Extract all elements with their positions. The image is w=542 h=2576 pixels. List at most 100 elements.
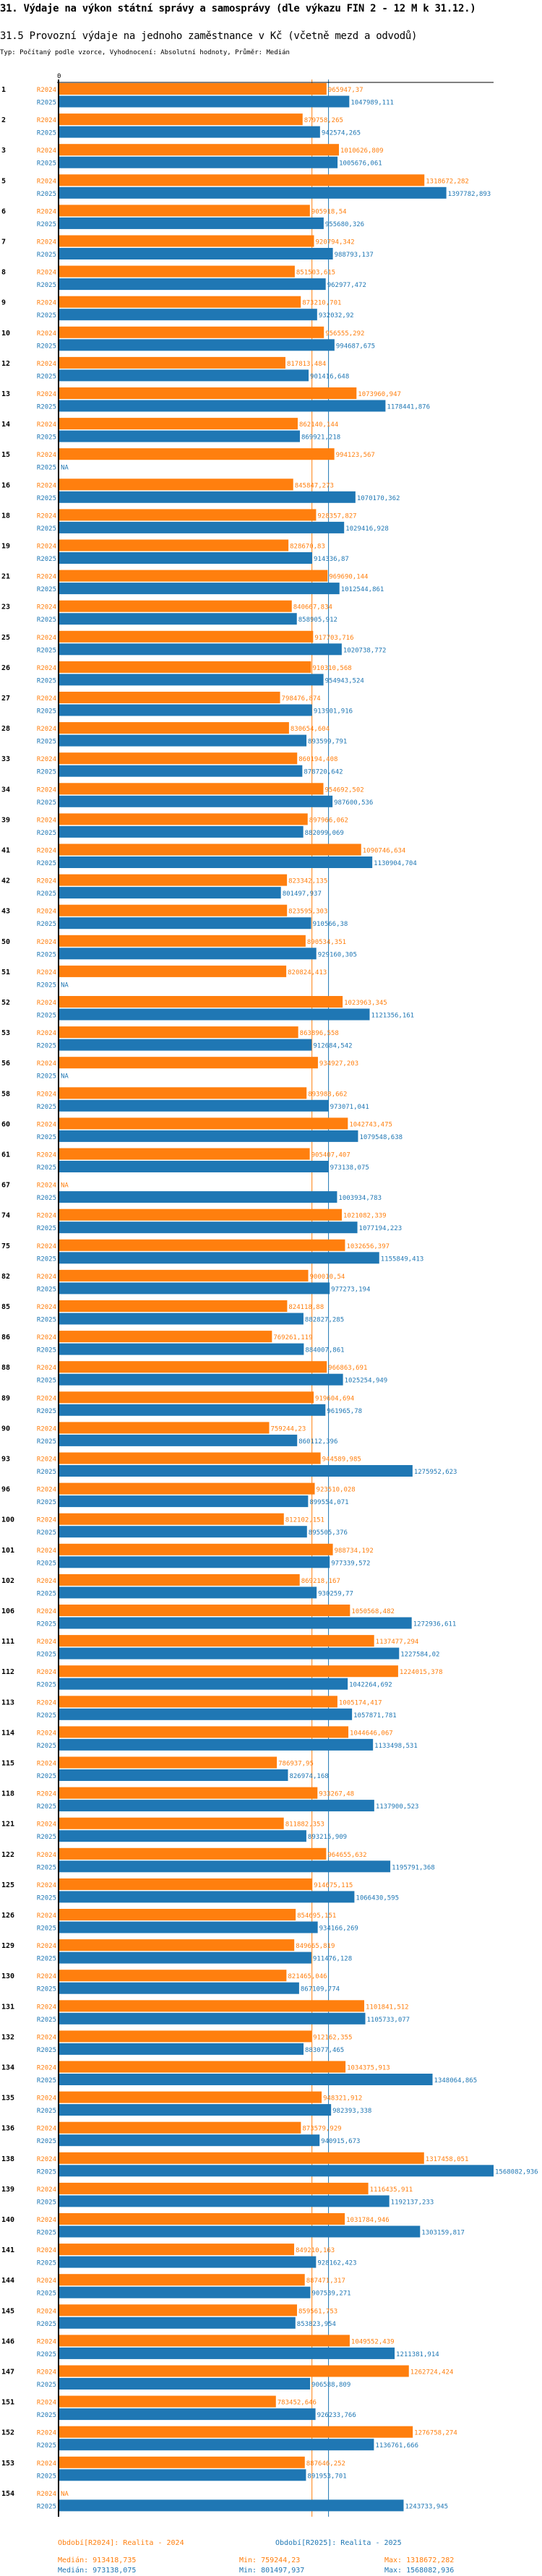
value-label: 926233,766 <box>317 2412 356 2419</box>
bar-r2025 <box>59 856 373 868</box>
series-label-r2024: R2024 <box>37 1791 56 1798</box>
value-label: 1137477,294 <box>376 1639 419 1646</box>
value-label: 869218,167 <box>301 1578 340 1585</box>
bar-group: 74 R2024 1021082,339 R2025 1077194,223 <box>1 1208 403 1234</box>
value-label: 907539,271 <box>311 2291 350 2298</box>
bar-r2025 <box>59 217 324 229</box>
series-label-r2025: R2025 <box>37 1529 56 1537</box>
value-label: 966863,691 <box>328 1365 367 1372</box>
series-label-r2025: R2025 <box>37 1773 56 1780</box>
value-label: 811882,353 <box>285 1821 324 1829</box>
bar-r2025 <box>59 1252 379 1264</box>
value-label: 965947,37 <box>328 87 364 94</box>
bar-r2025 <box>59 2165 494 2177</box>
bar-group: 13 R2024 1073960,947 R2025 1178441,876 <box>1 387 430 412</box>
category-label: 93 <box>1 1456 10 1464</box>
series-label-r2025: R2025 <box>37 1743 56 1750</box>
series-label-r2025: R2025 <box>37 1408 56 1415</box>
value-label: 1057871,781 <box>353 1712 397 1720</box>
bar-r2024 <box>59 1269 309 1281</box>
series-label-r2025: R2025 <box>37 1225 56 1232</box>
bar-r2025 <box>59 1222 358 1234</box>
value-label: 882099,069 <box>305 830 344 837</box>
value-label: 1136761,666 <box>375 2442 418 2450</box>
series-label-r2024: R2024 <box>37 2095 56 2103</box>
bar-r2025 <box>59 1860 391 1873</box>
bar-group: 12 R2024 817813,484 R2025 901416,648 <box>1 356 349 382</box>
bar-r2025 <box>59 1738 374 1751</box>
bar-r2024 <box>59 1331 272 1343</box>
bar-r2024 <box>59 570 328 582</box>
series-label-r2024: R2024 <box>37 1487 56 1494</box>
value-label: 1195791,368 <box>392 1864 435 1871</box>
bar-group: 85 R2024 824118,88 R2025 882827,285 <box>1 1300 344 1325</box>
series-label-r2025: R2025 <box>37 1894 56 1902</box>
value-label: 1023963,345 <box>344 1000 387 1007</box>
bar-group: 5 R2024 1318672,282 R2025 1397782,893 <box>1 174 491 199</box>
value-label: 1130904,704 <box>374 860 417 867</box>
bar-r2025 <box>59 1982 299 1994</box>
category-label: 74 <box>1 1212 10 1220</box>
series-label-r2024: R2024 <box>37 2369 56 2377</box>
series-label-r2025: R2025 <box>37 1621 56 1628</box>
category-label: 118 <box>1 1790 14 1798</box>
series-label-r2024: R2024 <box>37 909 56 916</box>
value-label: 1003934,783 <box>338 1195 382 1202</box>
value-label: 882827,285 <box>305 1317 344 1324</box>
value-label: 893599,791 <box>308 739 347 746</box>
bar-r2024 <box>59 1482 315 1495</box>
category-label: 2 <box>1 116 6 124</box>
bar-r2024 <box>59 965 287 977</box>
na-label: NA <box>61 1182 69 1190</box>
value-label: 860194,408 <box>298 756 337 763</box>
category-label: 88 <box>1 1364 10 1372</box>
series-label-r2025: R2025 <box>37 982 56 989</box>
series-label-r2025: R2025 <box>37 191 56 198</box>
value-label: 867109,774 <box>301 1986 340 1993</box>
bar-r2025 <box>59 734 307 747</box>
series-label-r2025: R2025 <box>37 1864 56 1871</box>
value-label: 1079548,638 <box>359 1134 403 1141</box>
bar-r2025 <box>59 156 338 168</box>
bar-r2025 <box>59 2074 433 2085</box>
category-label: 96 <box>1 1486 10 1494</box>
value-label: 820824,413 <box>288 969 327 976</box>
bar-r2024 <box>59 752 298 765</box>
category-label: 151 <box>1 2399 14 2407</box>
category-label: 9 <box>1 299 6 307</box>
series-label-r2024: R2024 <box>37 300 56 307</box>
series-label-r2025: R2025 <box>37 1013 56 1020</box>
bar-r2025 <box>59 400 386 412</box>
value-label: 1077194,223 <box>359 1225 403 1232</box>
bar-group: 7 R2024 920794,342 R2025 988793,137 <box>1 235 374 259</box>
bar-group: 136 R2024 873579,929 R2025 940915,673 <box>1 2121 360 2147</box>
value-label: 942574,265 <box>322 130 361 137</box>
bar-r2025 <box>59 1343 304 1355</box>
bar-r2025 <box>59 430 300 442</box>
bar-r2025 <box>59 1404 326 1416</box>
bar-r2024 <box>59 1573 300 1586</box>
category-label: 136 <box>1 2125 14 2133</box>
value-label: 873579,929 <box>302 2126 341 2133</box>
bar-group: 118 R2024 933267,48 R2025 1137900,523 <box>1 1787 418 1812</box>
bar-group: 19 R2024 828670,83 R2025 914336,87 <box>1 539 349 564</box>
bar-r2024 <box>59 1756 278 1769</box>
value-label: 1121356,161 <box>371 1013 414 1020</box>
series-label-r2025: R2025 <box>37 1255 56 1263</box>
series-label-r2024: R2024 <box>37 1912 56 1920</box>
value-label: 1243733,945 <box>405 2503 448 2510</box>
bar-group: 126 R2024 854695,151 R2025 934166,269 <box>1 1909 358 1933</box>
bar-r2024 <box>59 174 425 186</box>
bar-r2025 <box>59 2469 306 2481</box>
na-label: NA <box>61 2491 69 2498</box>
bar-r2024 <box>59 1208 343 1221</box>
bar-r2024 <box>59 1605 350 1616</box>
category-label: 145 <box>1 2307 14 2315</box>
bar-r2025 <box>59 583 340 595</box>
bar-r2024 <box>59 2213 345 2225</box>
bar-r2025 <box>59 2043 304 2055</box>
bar-r2024 <box>59 630 314 643</box>
value-label: 862140,144 <box>299 421 338 429</box>
value-label: 823342,135 <box>288 878 327 885</box>
series-label-r2025: R2025 <box>37 2017 56 2024</box>
